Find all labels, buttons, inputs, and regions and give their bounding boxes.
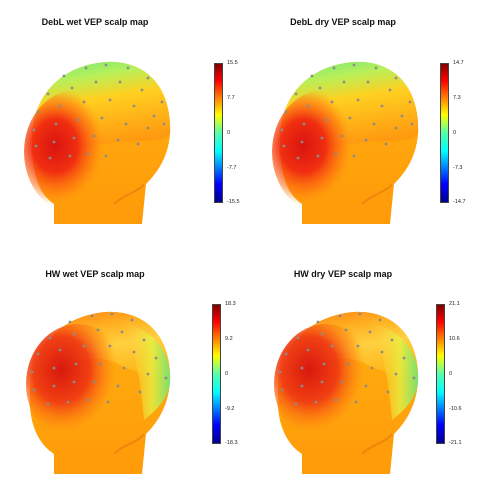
panel-title: DebL wet VEP scalp map [41, 17, 149, 27]
colorbar-tick-min: -15.5 [227, 199, 240, 205]
colorbar-tick-zero: 0 [453, 130, 457, 136]
electrode-markers [32, 63, 166, 160]
colorbar-tick-max: 15.5 [227, 60, 238, 66]
panel-title: DebL dry VEP scalp map [290, 17, 396, 27]
colorbar-tick-zero: 0 [227, 130, 231, 136]
colorbar [212, 304, 221, 444]
electrode-markers [278, 312, 416, 406]
panel-title: HW wet VEP scalp map [45, 269, 145, 279]
colorbar-tick-max: 21.1 [449, 301, 460, 307]
colorbar-tick-min: -14.7 [453, 199, 466, 205]
colorbar-tick-max: 14.7 [453, 60, 464, 66]
scalp-head-image [272, 61, 419, 224]
panel-title: HW dry VEP scalp map [293, 269, 393, 279]
colorbar-tick-max: 18.3 [225, 301, 236, 307]
colorbar-tick-upper: 7.3 [453, 95, 461, 101]
colorbar-tick-zero: 0 [225, 371, 229, 377]
electrode-markers [280, 63, 414, 160]
colorbar-tick-min: -21.1 [449, 440, 462, 446]
colorbar-tick-lower: -10.6 [449, 406, 462, 412]
colorbar [436, 304, 445, 444]
colorbar-tick-min: -18.3 [225, 440, 238, 446]
colorbar-tick-lower: -9.2 [225, 406, 235, 412]
colorbar-tick-upper: 7.7 [227, 95, 235, 101]
colorbar [214, 63, 223, 203]
scalp-map-panel-hw-wet: HW wet VEP scalp map 18.3 9.2 0 -9.2 -18… [0, 252, 248, 503]
scalp-map-panel-hw-dry: HW dry VEP scalp map 21.1 10.6 0 -10.6 -… [248, 252, 496, 503]
scalp-map-panel-debl-dry: DebL dry VEP scalp map 14.7 7.3 0 -7.3 -… [248, 0, 496, 251]
scalp-map-panel-debl-wet: DebL wet VEP scalp map 15.5 7.7 0 -7.7 -… [0, 0, 248, 251]
scalp-head-image [274, 311, 419, 474]
colorbar-tick-upper: 9.2 [225, 336, 233, 342]
electrode-markers [30, 312, 168, 406]
scalp-head-image [26, 311, 171, 474]
colorbar-tick-lower: -7.7 [227, 165, 237, 171]
colorbar-tick-lower: -7.3 [453, 165, 463, 171]
colorbar [440, 63, 449, 203]
colorbar-tick-upper: 10.6 [449, 336, 460, 342]
scalp-head-image [24, 61, 171, 224]
colorbar-tick-zero: 0 [449, 371, 453, 377]
